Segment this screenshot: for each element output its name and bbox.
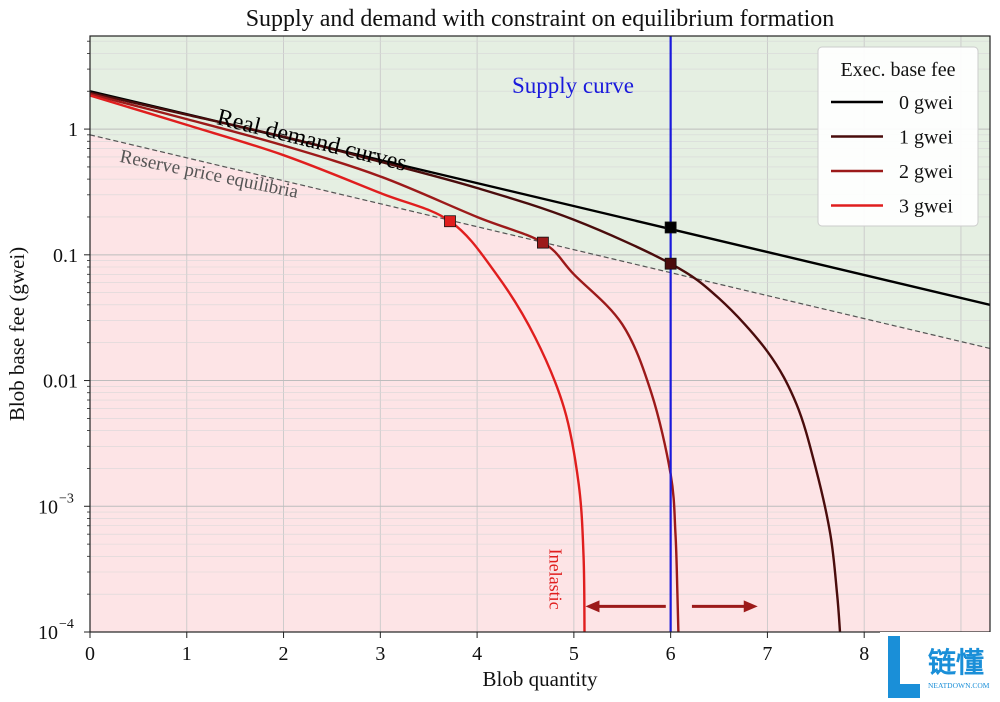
plot-frame — [89, 35, 991, 633]
y-tick-label-exponent: −3 — [59, 491, 74, 506]
y-tick-label: 1 — [68, 119, 78, 141]
x-tick-label: 5 — [569, 643, 579, 665]
x-tick-label: 6 — [666, 643, 676, 665]
x-tick-label: 7 — [762, 643, 772, 665]
arrow-right-head — [743, 600, 758, 613]
arrow-left-head — [585, 600, 600, 613]
shift-arrows — [585, 600, 758, 613]
y-tick-label: 0.01 — [43, 371, 78, 393]
annotation-inelastic: Inelastic — [546, 549, 566, 610]
legend-label-0-gwei: 0 gwei — [899, 92, 953, 114]
legend-label-2-gwei: 2 gwei — [899, 161, 953, 183]
demand-curve-3-gwei — [90, 94, 586, 632]
y-tick-label-exponent: −4 — [59, 617, 74, 632]
chart-title: Supply and demand with constraint on equ… — [246, 6, 835, 32]
x-tick-label: 1 — [182, 643, 192, 665]
equilibrium-point-1-gwei — [664, 257, 677, 270]
x-tick-label: 4 — [472, 643, 482, 665]
equilibrium-point-3-gwei — [444, 215, 456, 228]
supply-curve-label: Supply curve — [512, 73, 634, 98]
demand-curve-2-gwei — [90, 92, 680, 632]
x-axis-label: Blob quantity — [483, 667, 598, 691]
region-below — [90, 134, 990, 632]
x-tick-label: 3 — [375, 643, 385, 665]
legend-title: Exec. base fee — [841, 59, 956, 81]
x-tick-label: 0 — [85, 643, 95, 665]
watermark-text: 链懂 — [928, 647, 984, 679]
legend: Exec. base fee 0 gwei 1 gwei 2 gwei 3 gwei — [817, 46, 979, 227]
legend-label-3-gwei: 3 gwei — [899, 196, 953, 218]
y-tick-label-base: 10 — [38, 622, 58, 644]
x-tick-label: 8 — [859, 643, 869, 665]
supply-curve: Supply curve — [512, 36, 672, 632]
equilibrium-point-0-gwei — [664, 221, 677, 234]
y-axis-label: Blob base fee (gwei) — [5, 247, 29, 421]
x-axis: 0 1 2 3 4 5 6 7 8 — [85, 632, 869, 665]
watermark-subtext: NEATDOWN.COM — [928, 681, 990, 690]
equilibrium-point-2-gwei — [537, 236, 549, 249]
reserve-price-line — [90, 134, 990, 350]
y-tick-label: 0.1 — [53, 245, 78, 267]
legend-label-1-gwei: 1 gwei — [899, 127, 953, 149]
y-axis: 10 −410 −30.010.11 — [38, 40, 90, 644]
equilibrium-markers — [444, 215, 677, 270]
reserve-line — [90, 134, 990, 350]
logo-mark-icon — [888, 636, 920, 698]
y-tick-label-base: 10 — [38, 496, 58, 518]
legend-box — [817, 46, 979, 227]
x-tick-label: 2 — [279, 643, 289, 665]
watermark-logo: 链懂 NEATDOWN.COM — [880, 632, 1000, 702]
